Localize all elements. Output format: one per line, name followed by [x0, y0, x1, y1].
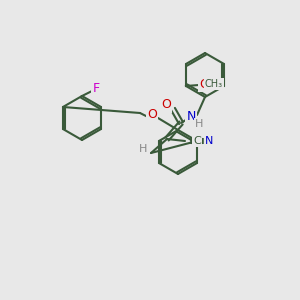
Text: F: F: [92, 82, 100, 95]
Text: N: N: [205, 136, 213, 146]
Text: H: H: [195, 119, 203, 129]
Text: O: O: [161, 98, 171, 112]
Text: CH₃: CH₃: [205, 79, 223, 89]
Text: N: N: [186, 110, 196, 124]
Text: C: C: [193, 136, 201, 146]
Text: O: O: [147, 109, 157, 122]
Text: O: O: [199, 77, 209, 91]
Text: H: H: [139, 144, 147, 154]
